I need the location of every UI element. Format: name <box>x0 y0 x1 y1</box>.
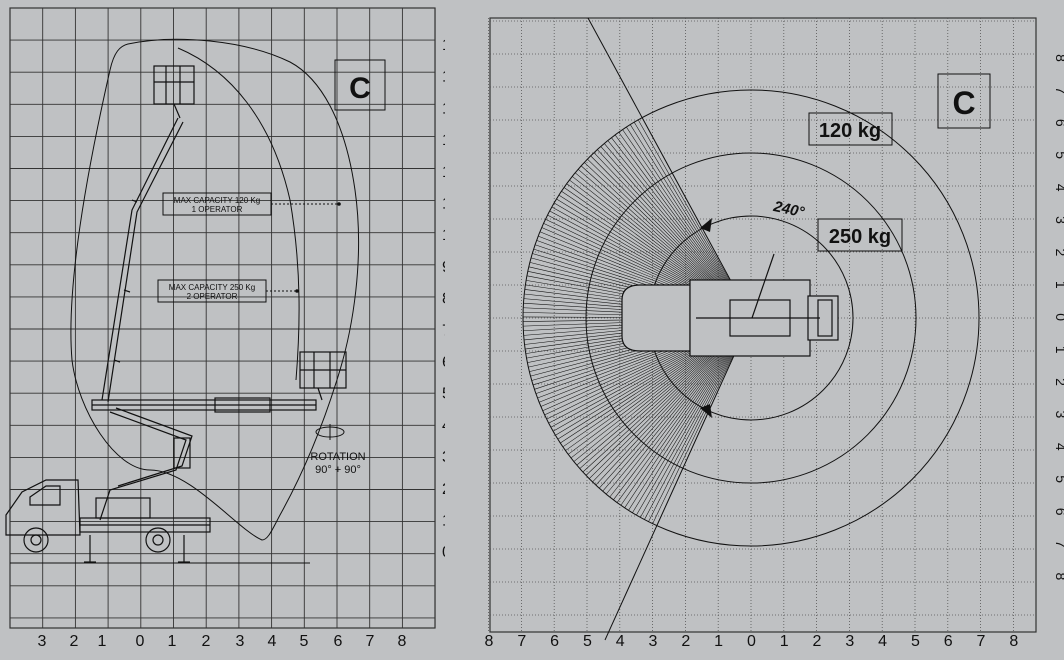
reach-circle-middle <box>585 152 917 484</box>
top-horizontal-label: 0 <box>747 633 756 650</box>
sector-arrow-lower <box>700 404 712 418</box>
class-badge-box-top <box>937 73 991 129</box>
sector-arrow-upper <box>700 218 712 232</box>
side-envelope-diagram: C <box>0 0 460 655</box>
load-label-box-250 <box>817 218 903 252</box>
capacity-250-line2: 2 OPERATOR <box>187 292 238 301</box>
top-horizontal-axis-labels: 8 7 6 5 4 3 2 1 0 1 2 3 4 5 6 7 8 <box>485 633 1019 650</box>
side-reach-label: 0 <box>136 633 145 650</box>
top-vertical-label: 2 <box>1053 249 1064 257</box>
top-vertical-label: 1 <box>1053 281 1064 289</box>
top-horizontal-label: 3 <box>649 633 658 650</box>
capacity-250-line1: MAX CAPACITY 250 Kg <box>169 283 255 292</box>
side-reach-label: 2 <box>202 633 211 650</box>
top-grid-frame <box>489 17 1037 633</box>
top-vertical-label: 7 <box>1053 87 1064 95</box>
top-vertical-label: 4 <box>1053 184 1064 192</box>
top-vertical-label: 4 <box>1053 443 1064 451</box>
top-horizontal-label: 6 <box>944 633 953 650</box>
side-reach-label: 8 <box>398 633 407 650</box>
top-vertical-label: 5 <box>1053 151 1064 159</box>
boom-top-indicator <box>751 253 775 319</box>
side-reach-label: 5 <box>300 633 309 650</box>
reach-circle-outer <box>522 89 980 547</box>
truck-chassis <box>5 479 211 563</box>
top-horizontal-label: 8 <box>1009 633 1018 650</box>
upper-basket <box>153 65 195 119</box>
top-horizontal-label: 3 <box>845 633 854 650</box>
top-horizontal-label: 7 <box>977 633 986 650</box>
capacity-120-line2: 1 OPERATOR <box>192 205 243 214</box>
top-vertical-label: 7 <box>1053 540 1064 548</box>
boom-upper <box>101 117 184 403</box>
side-reach-label: 4 <box>268 633 277 650</box>
side-reach-label: 3 <box>236 633 245 650</box>
top-vertical-label: 8 <box>1053 573 1064 581</box>
side-reach-label: 1 <box>98 633 107 650</box>
load-label-120: 120 kg <box>819 120 881 142</box>
top-horizontal-label: 4 <box>878 633 887 650</box>
sector-boundary-upper <box>587 17 752 319</box>
top-view-diagram: C 120 kg 250 kg 240° 8 7 6 5 4 3 2 1 0 1 2 3 4 5 6 7 8 8… <box>445 0 1064 655</box>
rotation-value: 90° + 90° <box>315 464 361 476</box>
top-vertical-label: 0 <box>1053 313 1064 321</box>
class-badge-box <box>334 59 386 111</box>
sector-angle-label: 240° <box>771 198 807 221</box>
rotation-label: ROTATION <box>310 451 365 463</box>
top-horizontal-label: 4 <box>616 633 625 650</box>
rotation-icon <box>315 424 345 440</box>
top-horizontal-label: 6 <box>550 633 559 650</box>
top-vertical-label: 2 <box>1053 378 1064 386</box>
top-horizontal-label: 1 <box>780 633 789 650</box>
side-reach-label: 6 <box>334 633 343 650</box>
sector-boundary-lower <box>604 317 752 641</box>
top-horizontal-label: 2 <box>681 633 690 650</box>
boom-horizontal <box>91 397 317 413</box>
load-label-250: 250 kg <box>829 226 891 248</box>
top-vertical-label: 1 <box>1053 346 1064 354</box>
top-vertical-label: 3 <box>1053 411 1064 419</box>
top-horizontal-label: 1 <box>714 633 723 650</box>
side-reach-label: 2 <box>70 633 79 650</box>
top-vertical-label: 6 <box>1053 508 1064 516</box>
side-reach-label: 1 <box>168 633 177 650</box>
top-vertical-axis-labels: 8 7 6 5 4 3 2 1 0 1 2 3 4 5 6 7 8 <box>1053 54 1064 580</box>
side-envelope-svg: C <box>5 7 460 650</box>
top-horizontal-label: 5 <box>583 633 592 650</box>
top-vertical-label: 3 <box>1053 216 1064 224</box>
top-horizontal-label: 7 <box>517 633 526 650</box>
class-badge-letter-top: C <box>952 85 975 121</box>
inner-envelope-line <box>177 47 300 381</box>
lower-basket <box>299 351 347 401</box>
side-reach-label: 3 <box>38 633 47 650</box>
working-envelope-outline <box>70 38 359 541</box>
side-reach-label: 7 <box>366 633 375 650</box>
top-vertical-label: 6 <box>1053 119 1064 127</box>
truck-top-view <box>621 279 839 357</box>
top-vertical-label: 8 <box>1053 54 1064 62</box>
top-horizontal-label: 8 <box>485 633 494 650</box>
capacity-120-line1: MAX CAPACITY 120 Kg <box>174 196 260 205</box>
boom-lower <box>99 407 193 521</box>
load-label-box-120 <box>808 112 893 146</box>
top-vertical-label: 5 <box>1053 475 1064 483</box>
top-view-svg: C 120 kg 250 kg 240° 8 7 6 5 4 3 2 1 0 1 2 3 4 5 6 7 8 8… <box>485 17 1064 650</box>
side-reach-axis-labels: 3 2 1 0 1 2 3 4 5 6 7 8 <box>38 633 407 650</box>
top-horizontal-label: 2 <box>813 633 822 650</box>
class-badge-letter: C <box>349 72 371 105</box>
top-horizontal-label: 5 <box>911 633 920 650</box>
